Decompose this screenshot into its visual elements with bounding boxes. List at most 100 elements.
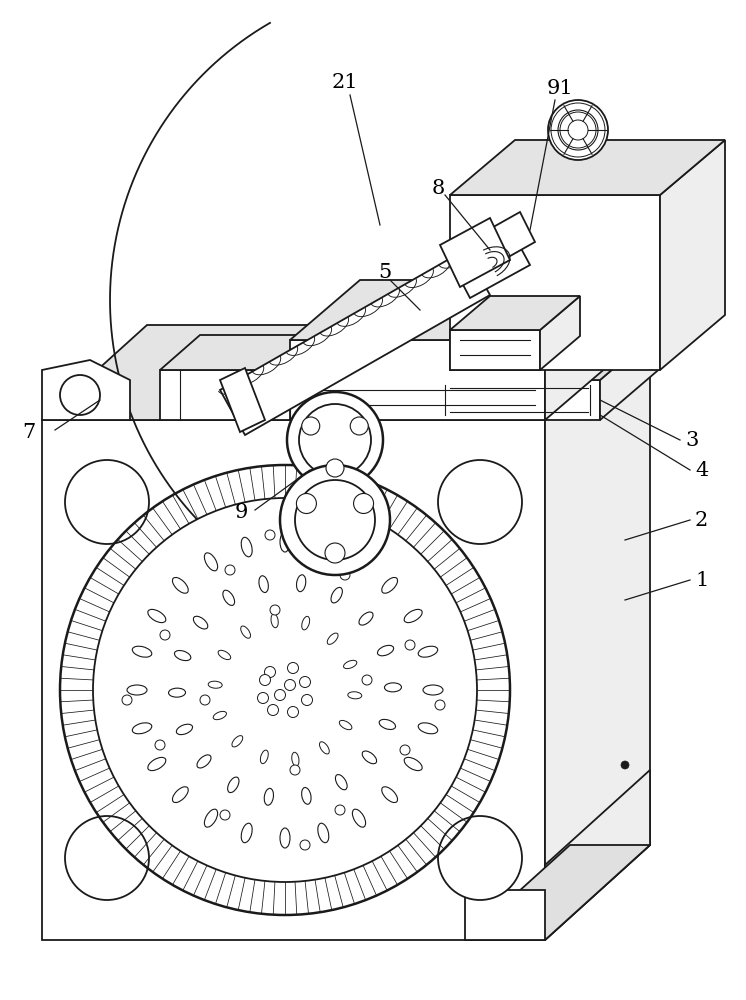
Circle shape <box>301 694 313 706</box>
Circle shape <box>122 695 132 705</box>
Polygon shape <box>545 325 650 940</box>
Ellipse shape <box>213 711 227 720</box>
Ellipse shape <box>204 553 218 571</box>
Text: 2: 2 <box>695 510 708 530</box>
Circle shape <box>350 417 369 435</box>
Ellipse shape <box>228 777 239 793</box>
Circle shape <box>260 674 271 686</box>
Circle shape <box>60 375 100 415</box>
Ellipse shape <box>176 724 192 735</box>
Text: 5: 5 <box>378 262 392 282</box>
Ellipse shape <box>301 787 311 804</box>
Ellipse shape <box>419 723 438 734</box>
Circle shape <box>438 816 522 900</box>
Ellipse shape <box>127 685 147 695</box>
Ellipse shape <box>382 787 398 803</box>
Ellipse shape <box>280 532 290 552</box>
Circle shape <box>354 493 374 513</box>
Polygon shape <box>450 296 580 330</box>
Polygon shape <box>220 368 265 432</box>
Ellipse shape <box>148 609 166 623</box>
Ellipse shape <box>318 823 329 843</box>
Ellipse shape <box>241 537 252 557</box>
Ellipse shape <box>172 577 188 593</box>
Ellipse shape <box>223 590 234 605</box>
Ellipse shape <box>232 736 242 747</box>
Text: 8: 8 <box>431 178 445 198</box>
Circle shape <box>287 392 383 488</box>
Polygon shape <box>545 280 615 420</box>
Circle shape <box>160 630 170 640</box>
Circle shape <box>295 480 375 560</box>
Circle shape <box>435 700 445 710</box>
Ellipse shape <box>331 587 342 603</box>
Circle shape <box>268 704 278 716</box>
Ellipse shape <box>292 752 299 766</box>
Ellipse shape <box>172 787 188 803</box>
Circle shape <box>270 605 280 615</box>
Circle shape <box>362 675 372 685</box>
Text: 3: 3 <box>685 430 698 450</box>
Ellipse shape <box>132 646 151 657</box>
Circle shape <box>300 840 310 850</box>
Ellipse shape <box>339 720 352 730</box>
Ellipse shape <box>327 633 338 644</box>
Ellipse shape <box>132 723 151 734</box>
Polygon shape <box>290 340 545 420</box>
Circle shape <box>284 680 295 690</box>
Polygon shape <box>42 420 545 940</box>
Circle shape <box>621 761 629 769</box>
Circle shape <box>220 810 230 820</box>
Text: 21: 21 <box>332 73 358 92</box>
Text: 9: 9 <box>235 502 248 522</box>
Ellipse shape <box>363 751 377 764</box>
Text: 91: 91 <box>547 79 574 98</box>
Ellipse shape <box>359 612 373 625</box>
Text: 7: 7 <box>22 422 35 442</box>
Ellipse shape <box>377 645 394 656</box>
Ellipse shape <box>344 660 357 669</box>
Circle shape <box>296 494 316 514</box>
Circle shape <box>155 740 165 750</box>
Polygon shape <box>465 845 650 940</box>
Circle shape <box>265 666 275 678</box>
Polygon shape <box>450 195 660 370</box>
Ellipse shape <box>169 688 186 697</box>
Circle shape <box>93 498 477 882</box>
Ellipse shape <box>260 750 269 764</box>
Polygon shape <box>545 770 650 940</box>
Ellipse shape <box>241 823 252 843</box>
Polygon shape <box>450 330 540 370</box>
Polygon shape <box>660 140 725 370</box>
Ellipse shape <box>382 577 398 593</box>
Circle shape <box>275 690 286 700</box>
Ellipse shape <box>175 651 191 661</box>
Ellipse shape <box>379 719 395 729</box>
Ellipse shape <box>280 828 290 848</box>
Circle shape <box>290 765 300 775</box>
Ellipse shape <box>193 616 208 629</box>
Ellipse shape <box>208 681 222 688</box>
Circle shape <box>287 706 298 718</box>
Ellipse shape <box>218 650 231 660</box>
Polygon shape <box>488 212 535 260</box>
Circle shape <box>326 459 344 477</box>
Polygon shape <box>450 228 530 298</box>
Circle shape <box>558 110 598 150</box>
Ellipse shape <box>259 576 269 593</box>
Polygon shape <box>600 320 670 420</box>
Polygon shape <box>290 280 615 340</box>
Circle shape <box>257 692 269 704</box>
Circle shape <box>301 417 320 435</box>
Ellipse shape <box>384 683 401 692</box>
Ellipse shape <box>271 614 278 628</box>
Ellipse shape <box>348 692 362 699</box>
Circle shape <box>400 745 410 755</box>
Circle shape <box>325 543 345 563</box>
Polygon shape <box>440 218 510 287</box>
Polygon shape <box>465 890 545 940</box>
Ellipse shape <box>301 616 310 630</box>
Ellipse shape <box>318 537 329 557</box>
Circle shape <box>287 662 298 674</box>
Ellipse shape <box>404 609 422 623</box>
